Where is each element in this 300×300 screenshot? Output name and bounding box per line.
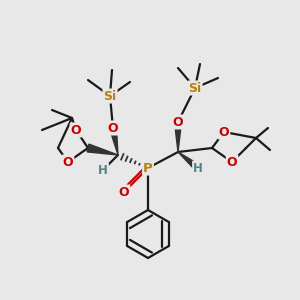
Text: Si: Si (103, 89, 117, 103)
Polygon shape (110, 128, 118, 155)
Text: P: P (143, 161, 153, 175)
Text: O: O (119, 185, 129, 199)
Text: H: H (193, 161, 203, 175)
Polygon shape (178, 152, 200, 171)
Polygon shape (87, 144, 118, 155)
Text: Si: Si (188, 82, 202, 94)
Text: O: O (219, 125, 229, 139)
Text: O: O (108, 122, 118, 134)
Text: O: O (63, 155, 73, 169)
Polygon shape (175, 122, 182, 152)
Text: H: H (98, 164, 108, 176)
Text: O: O (173, 116, 183, 128)
Text: O: O (71, 124, 81, 136)
Text: O: O (227, 155, 237, 169)
